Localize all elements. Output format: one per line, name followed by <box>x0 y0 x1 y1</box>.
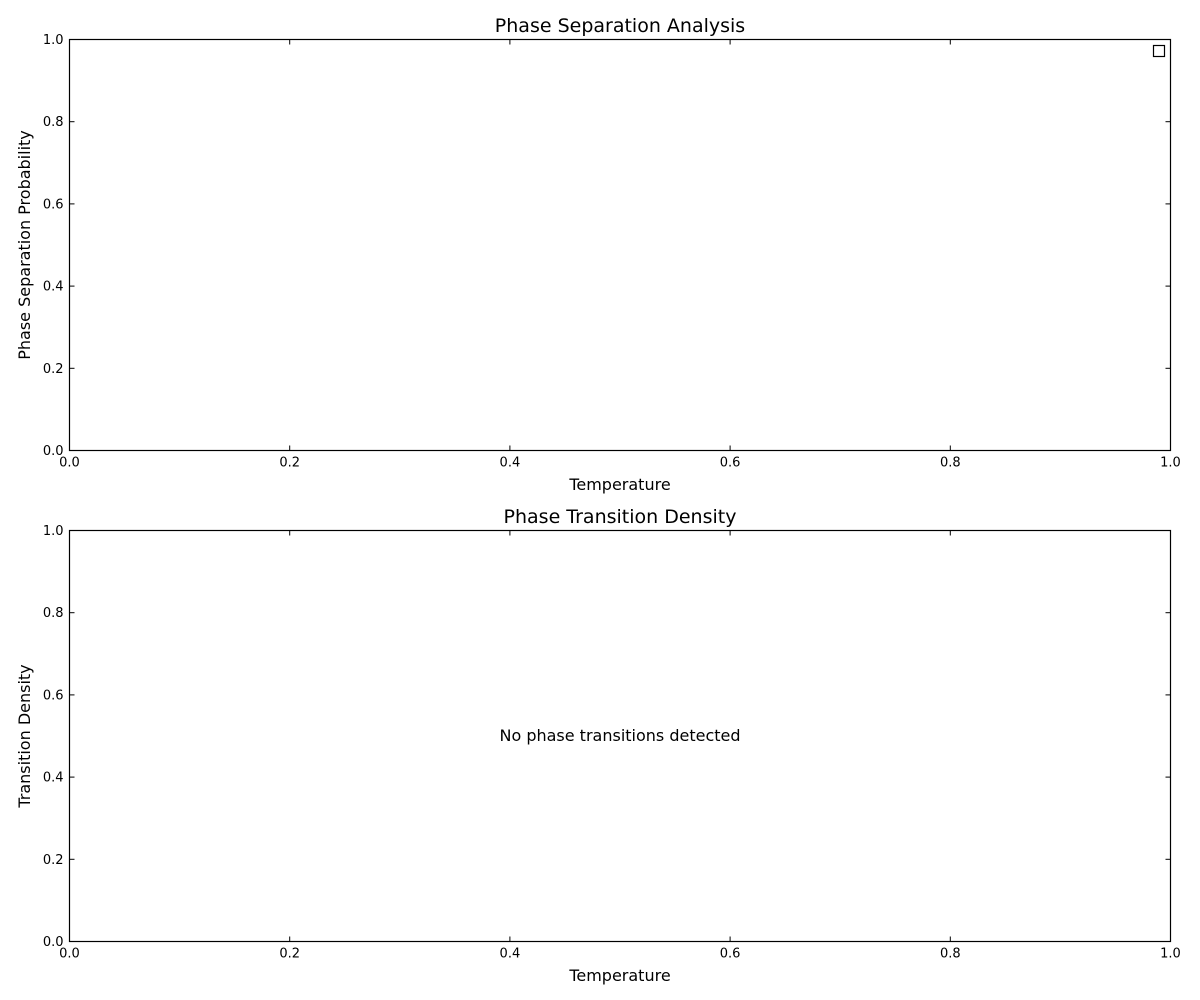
y-tick-label: 0.0 <box>43 935 64 950</box>
y-tick-label: 0.4 <box>43 280 64 295</box>
y-tick-label: 0.4 <box>43 771 64 786</box>
x-tick-label: 0.4 <box>500 947 521 962</box>
phase-transition-density-chart: Phase Transition Density 0.0 0.2 0.4 0.6 0.8… <box>15 506 1181 985</box>
x-tick-label: 0.4 <box>500 456 521 471</box>
x-tick-label: 0.6 <box>720 947 741 962</box>
tick-group: 0.0 0.2 0.4 0.6 0.8 1.0 0.0 0.2 0.4 0.6 0.8 1.0 <box>43 33 1181 471</box>
y-tick-label: 0.2 <box>43 362 64 377</box>
y-tick-label: 0.6 <box>43 197 64 212</box>
y-axis-label: Transition Density <box>15 664 34 808</box>
y-tick-label: 0.0 <box>43 444 64 459</box>
y-axis-label: Phase Separation Probability <box>15 130 34 360</box>
x-tick-label: 0.0 <box>59 947 80 962</box>
x-tick-label: 0.8 <box>940 947 961 962</box>
x-tick-label: 0.0 <box>59 456 80 471</box>
y-tick-label: 0.2 <box>43 853 64 868</box>
x-tick-label: 1.0 <box>1160 947 1181 962</box>
y-tick-label: 0.8 <box>43 115 64 130</box>
y-tick-label: 1.0 <box>43 524 64 539</box>
x-tick-label: 1.0 <box>1160 456 1181 471</box>
phase-separation-chart: Phase Separation Analysis 0.0 0.2 0.4 0.6 0.… <box>15 15 1181 494</box>
y-tick-label: 0.6 <box>43 688 64 703</box>
x-tick-label: 0.2 <box>279 456 300 471</box>
x-tick-label: 0.6 <box>720 456 741 471</box>
legend-box <box>1152 44 1166 58</box>
x-axis-label: Temperature <box>568 966 670 985</box>
chart-title: Phase Separation Analysis <box>495 15 745 37</box>
no-transitions-annotation: No phase transitions detected <box>499 726 740 745</box>
x-tick-label: 0.8 <box>940 456 961 471</box>
x-tick-label: 0.2 <box>279 947 300 962</box>
plot-area <box>68 38 1172 452</box>
tick-group: 0.0 0.2 0.4 0.6 0.8 1.0 0.0 0.2 0.4 0.6 0.8 1.0 <box>43 524 1181 962</box>
y-tick-label: 1.0 <box>43 33 64 48</box>
x-axis-label: Temperature <box>568 475 670 494</box>
plot-area <box>68 529 1172 943</box>
y-tick-label: 0.8 <box>43 606 64 621</box>
chart-title: Phase Transition Density <box>504 506 737 528</box>
